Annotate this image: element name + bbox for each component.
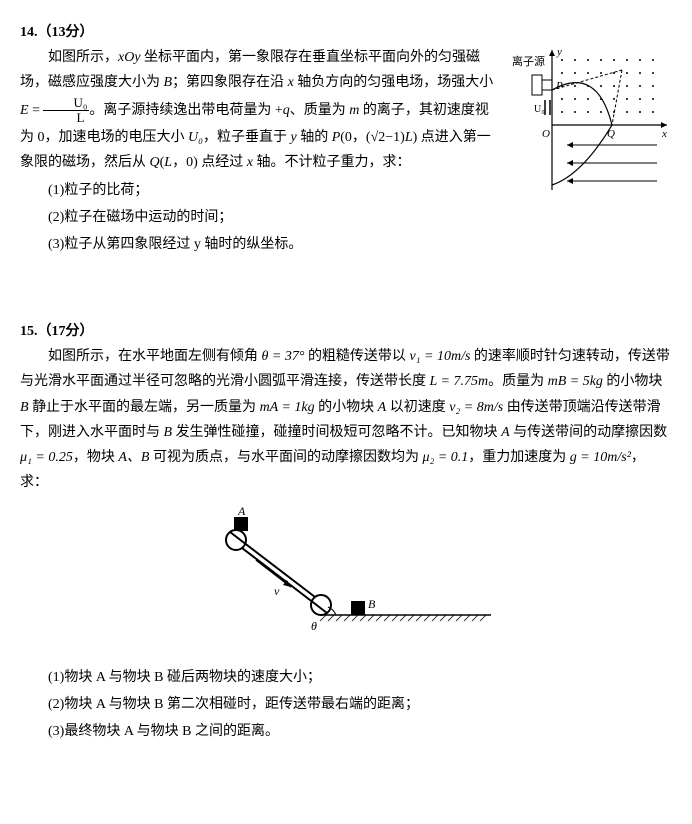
- fig15-label-v: v: [274, 584, 280, 598]
- p15-t1: 如图所示，在水平地面左侧有倾角: [48, 349, 262, 364]
- p15-t13: 的小物块: [315, 400, 378, 415]
- p15-t6: L = 7.75m: [430, 374, 489, 389]
- problem-15-questions: (1)物块 A 与物块 B 碰后两物块的速度大小； (2)物块 A 与物块 B …: [20, 665, 672, 745]
- p14-t2: xOy: [118, 50, 141, 65]
- p14-q3: (3)粒子从第四象限经过 y 轴时的纵坐标。: [20, 232, 672, 257]
- problem-15-header: 15.（17分）: [20, 319, 672, 344]
- p14-t28: 轴。不计粒子重力，求：: [253, 155, 411, 170]
- p15-t2: θ = 37°: [262, 349, 305, 364]
- p14-t25: L: [164, 155, 172, 170]
- p14-t5: ；第四象限存在沿: [172, 75, 288, 90]
- p14-t15: U₀: [188, 130, 203, 145]
- p14-t12: 、质量为: [290, 103, 350, 118]
- p15-t4: v₁ = 10m/s: [409, 349, 470, 364]
- p14-t4: B: [164, 75, 173, 90]
- p14-t7: 轴负方向的匀强电场，场强大小: [294, 75, 494, 90]
- p15-t9: 的小物块: [603, 374, 663, 389]
- p15-t24: A、B: [118, 450, 149, 465]
- p14-t23: Q: [150, 155, 160, 170]
- p15-t22: μ₁ = 0.25: [20, 450, 73, 465]
- problem-15-svg: A B v θ: [196, 505, 496, 645]
- fig15-label-theta: θ: [311, 619, 317, 633]
- p15-t27: ，重力加速度为: [468, 450, 570, 465]
- problem-14-body: 如图所示，xOy 坐标平面内，第一象限存在垂直坐标平面向外的匀强磁场，磁感应强度…: [20, 45, 672, 175]
- p14-t8: E: [20, 103, 29, 118]
- p15-t21: 与传送带间的动摩擦因数: [510, 425, 668, 440]
- p15-t3: 的粗糙传送带以: [304, 349, 409, 364]
- p15-t7: 。质量为: [488, 374, 548, 389]
- p15-q3: (3)最终物块 A 与物块 B 之间的距离。: [20, 719, 672, 744]
- problem-15: 15.（17分） 如图所示，在水平地面左侧有倾角 θ = 37° 的粗糙传送带以…: [20, 319, 672, 744]
- p15-q2: (2)物块 A 与物块 B 第二次相碰时，距传送带最右端的距离；: [20, 692, 672, 717]
- fig15-label-B: B: [368, 597, 376, 611]
- p14-t9: =: [29, 103, 44, 118]
- p15-t15: 以初速度: [386, 400, 449, 415]
- p14-t16: ，粒子垂直于: [203, 130, 291, 145]
- p14-t13: m: [349, 103, 359, 118]
- p15-t20: A: [501, 425, 510, 440]
- p14-t21: L: [405, 130, 413, 145]
- p15-t11: 静止于水平面的最左端，另一质量为: [29, 400, 260, 415]
- p15-t19: 发生弹性碰撞，碰撞时间极短可忽略不计。已知物块: [172, 425, 501, 440]
- problem-14: 14.（13分） P: [20, 20, 672, 259]
- problem-15-body: 如图所示，在水平地面左侧有倾角 θ = 37° 的粗糙传送带以 v₁ = 10m…: [20, 344, 672, 495]
- p14-q2: (2)粒子在磁场中运动的时间；: [20, 205, 672, 230]
- p15-t10: B: [20, 400, 29, 415]
- p14-frac: U₀L: [43, 96, 89, 126]
- p14-t10: 。离子源持续逸出带电荷量为 +: [89, 103, 282, 118]
- fig15-label-A: A: [237, 505, 246, 518]
- p14-t26: ，0) 点经过: [172, 155, 247, 170]
- p15-t23: ，物块: [73, 450, 119, 465]
- p15-t14: A: [378, 400, 387, 415]
- p14-t20: (0，(√2−1): [340, 130, 405, 145]
- p15-t28: g = 10m/s²: [570, 450, 631, 465]
- p14-frac-den: L: [43, 111, 89, 125]
- p14-t11: q: [283, 103, 290, 118]
- p15-t26: μ₂ = 0.1: [422, 450, 468, 465]
- p15-t25: 可视为质点，与水平面间的动摩擦因数均为: [149, 450, 422, 465]
- p15-t12: mA = 1kg: [260, 400, 315, 415]
- p14-frac-num: U₀: [43, 96, 89, 111]
- problem-15-figure: A B v θ: [20, 505, 672, 654]
- p15-t16: v₂ = 8m/s: [449, 400, 503, 415]
- p14-t19: P: [332, 130, 341, 145]
- problem-14-header: 14.（13分）: [20, 20, 672, 45]
- p15-t18: B: [164, 425, 173, 440]
- p15-q1: (1)物块 A 与物块 B 碰后两物块的速度大小；: [20, 665, 672, 690]
- p14-t18: 轴的: [297, 130, 332, 145]
- p14-t1: 如图所示，: [48, 50, 118, 65]
- p15-t8: mB = 5kg: [548, 374, 603, 389]
